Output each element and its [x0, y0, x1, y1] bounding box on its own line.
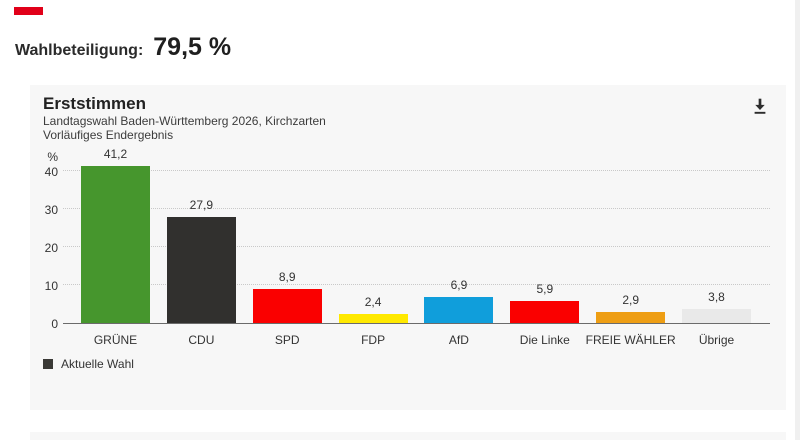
results-card: Erststimmen Landtagswahl Baden-Württembe…	[30, 85, 786, 410]
bar-afd	[424, 296, 494, 323]
bar-category-label: CDU	[188, 333, 215, 347]
bar-category-label: Die Linke	[519, 333, 570, 347]
bar-grüne	[81, 166, 150, 323]
bar-value-label: 2,4	[364, 294, 382, 309]
legend-swatch	[43, 359, 53, 369]
bar-value-label: 2,9	[622, 292, 639, 307]
bar-category-label: FREIE WÄHLER	[585, 333, 676, 347]
chart-yaxis: 0 10 20 30 40%	[30, 148, 58, 331]
bar-cdu	[166, 216, 236, 323]
bar-value-label: 27,9	[189, 197, 214, 212]
bar-spd	[252, 289, 322, 323]
bar-category-label: SPD	[274, 333, 300, 347]
bar-value-label: 3,8	[708, 289, 725, 304]
bar-fdp	[338, 313, 408, 323]
chart-title: Erststimmen	[43, 94, 146, 113]
chart-subtitle-line2: Vorläufiges Endergebnis	[43, 128, 174, 142]
chart-plot: 41,2 GRÜNE 27,9 CDU 8,9 SPD 2,4 FDP 6,9 AfD 5,9 Die…	[63, 147, 770, 347]
turnout-header: Wahlbeteiligung: 79,5 %	[15, 33, 231, 62]
legend-label: Aktuelle Wahl	[61, 357, 134, 371]
bar-value-label: 6,9	[450, 277, 468, 292]
accent-dash	[14, 7, 43, 15]
turnout-value: 79,5 %	[153, 33, 232, 61]
bar-value-label: 5,9	[536, 281, 554, 296]
bar-freie-wähler	[596, 311, 666, 323]
card-header: Erststimmen Landtagswahl Baden-Württembe…	[43, 94, 326, 142]
download-button[interactable]	[750, 97, 770, 117]
gridline	[63, 284, 770, 285]
gridline	[63, 208, 770, 209]
bar-die-linke	[510, 300, 580, 323]
next-card-top-edge	[30, 432, 786, 440]
bar-value-label: 8,9	[278, 270, 296, 285]
download-icon	[751, 98, 769, 118]
y-tick-label: 40	[44, 165, 58, 179]
turnout-label: Wahlbeteiligung:	[15, 42, 144, 59]
gridline	[63, 170, 770, 171]
chart-subtitle-line1: Landtagswahl Baden-Württemberg 2026, Kir…	[43, 114, 326, 128]
y-axis-unit-label: %	[47, 150, 58, 164]
y-tick-label: 10	[44, 279, 58, 293]
chart-legend: Aktuelle Wahl	[43, 357, 134, 371]
bar-category-label: GRÜNE	[93, 333, 138, 347]
gridline	[63, 246, 770, 247]
vertical-scrollbar[interactable]	[795, 0, 800, 440]
y-tick-label: 0	[51, 317, 58, 331]
bar-category-label: AfD	[448, 333, 469, 347]
y-tick-label: 20	[44, 241, 58, 255]
bar-value-label: 41,2	[103, 147, 128, 162]
bar-category-label: FDP	[361, 333, 386, 347]
bar-übrige	[682, 308, 752, 323]
y-tick-label: 30	[44, 203, 58, 217]
bar-category-label: Übrige	[698, 333, 735, 347]
